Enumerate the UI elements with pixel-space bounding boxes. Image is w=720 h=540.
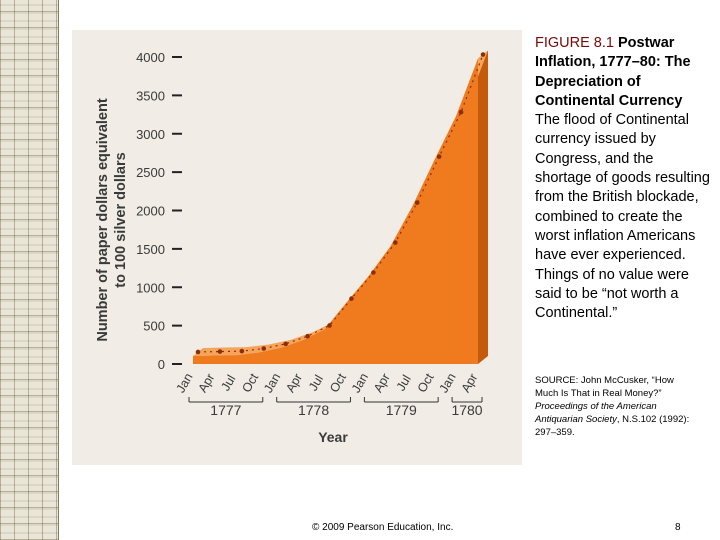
x-tick-label: Oct bbox=[415, 371, 437, 395]
year-label: 1780 bbox=[451, 402, 482, 418]
y-tick-label: 1000 bbox=[136, 280, 165, 295]
year-label: 1779 bbox=[386, 402, 417, 418]
figure-description: The flood of Continental currency issued… bbox=[535, 112, 710, 322]
chart-panel: 0 500 1000 1500 2000 2500 3000 3500 4000 Number o… bbox=[72, 30, 522, 465]
source-prefix: SOURCE: John McCusker, “How Much Is That… bbox=[535, 375, 674, 399]
data-point bbox=[327, 323, 332, 328]
data-point bbox=[195, 349, 201, 355]
area-series bbox=[193, 58, 478, 364]
x-tick-label: Jan bbox=[437, 371, 459, 395]
y-axis-title: Number of paper dollars equivalent to 100… bbox=[95, 98, 129, 341]
data-point bbox=[436, 154, 442, 159]
slide-number: 8 bbox=[675, 522, 681, 533]
x-tick-label: Jan bbox=[261, 371, 283, 395]
y-tick-label: 2500 bbox=[136, 165, 165, 180]
x-tick-label: Apr bbox=[196, 371, 218, 395]
data-point bbox=[393, 240, 398, 245]
source-suffix: , N.S.102 (1992): 297–359. bbox=[535, 414, 690, 438]
x-tick-label: Apr bbox=[371, 371, 393, 395]
year-label: 1778 bbox=[298, 402, 329, 418]
x-tick-label: Oct bbox=[239, 371, 261, 395]
x-tick-label: Jul bbox=[218, 373, 238, 394]
y-tick-label: 1500 bbox=[136, 242, 165, 257]
y-tick-label: 3000 bbox=[136, 127, 165, 142]
source-journal: Proceedings of the American Antiquarian … bbox=[535, 401, 657, 425]
x-axis-title: Year bbox=[318, 429, 348, 445]
inflation-chart: 0 500 1000 1500 2000 2500 3000 3500 4000 Number o… bbox=[95, 50, 488, 445]
data-point bbox=[349, 296, 354, 301]
decorative-border bbox=[0, 0, 59, 540]
y-tick-label: 4000 bbox=[136, 50, 165, 65]
year-label: 1777 bbox=[210, 402, 241, 418]
y-tick-label: 2000 bbox=[136, 204, 165, 219]
data-point bbox=[305, 333, 310, 339]
y-tick-label: 0 bbox=[158, 357, 165, 372]
x-tick-label: Jan bbox=[173, 371, 195, 395]
data-point bbox=[371, 270, 376, 275]
x-tick-label: Oct bbox=[327, 371, 349, 395]
x-tick-label: Apr bbox=[459, 371, 481, 395]
y-axis-title-line: Number of paper dollars equivalent bbox=[95, 98, 111, 341]
data-point bbox=[239, 348, 245, 354]
y-axis-title-line: to 100 silver dollars bbox=[113, 152, 129, 287]
x-tick-label: Jan bbox=[349, 371, 371, 395]
source-note: SOURCE: John McCusker, “How Much Is That… bbox=[535, 374, 695, 439]
x-tick-label: Apr bbox=[283, 371, 305, 395]
x-tick-label: Jul bbox=[306, 373, 326, 394]
figure-caption: FIGURE 8.1 Postwar Inflation, 1777–80: T… bbox=[535, 34, 710, 323]
data-point bbox=[283, 341, 288, 347]
y-tick-label: 3500 bbox=[136, 88, 165, 103]
data-point bbox=[458, 109, 464, 115]
copyright-notice: © 2009 Pearson Education, Inc. bbox=[312, 522, 454, 533]
data-point bbox=[414, 200, 420, 205]
y-tick-label: 500 bbox=[143, 319, 165, 334]
x-tick-label: Jul bbox=[394, 373, 414, 394]
data-point bbox=[217, 349, 223, 354]
area-side-face bbox=[478, 50, 488, 364]
data-point bbox=[261, 346, 267, 351]
data-point bbox=[480, 52, 486, 57]
figure-label: FIGURE 8.1 bbox=[535, 35, 614, 51]
figure-title: Postwar Inflation, 1777–80: The Deprecia… bbox=[535, 35, 691, 109]
